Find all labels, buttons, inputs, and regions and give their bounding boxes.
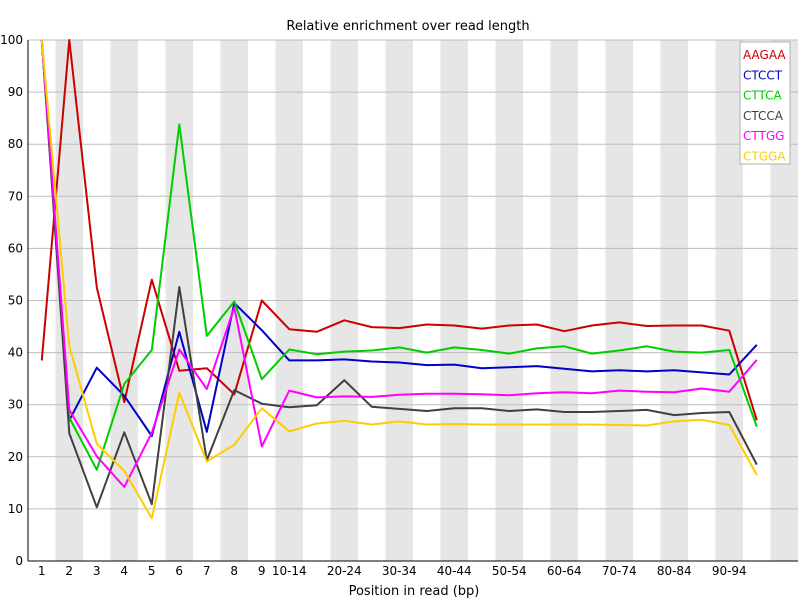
- y-tick-label: 80: [8, 137, 23, 151]
- x-tick-label: 10-14: [272, 564, 307, 578]
- x-tick-labels: 1 2 3 4 5 6 7 8 9 10-14 20-24 30-34 40-44 50-54 60-64 7…: [38, 564, 747, 578]
- y-tick-labels: 0 10 20 30 40 50 60 70 80 90 100: [0, 33, 23, 568]
- x-tick-label: 90-94: [712, 564, 747, 578]
- axes: [27, 40, 798, 562]
- y-tick-label: 100: [0, 33, 23, 47]
- x-tick-label: 8: [230, 564, 238, 578]
- legend-entry-cttgg: CTTGG: [743, 129, 784, 143]
- legend-entry-ctcct: CTCCT: [743, 68, 783, 82]
- y-tick-label: 0: [15, 554, 23, 568]
- y-tick-label: 90: [8, 85, 23, 99]
- legend-entry-ctcca: CTCCA: [743, 109, 784, 123]
- y-tick-label: 10: [8, 502, 23, 516]
- series-line-ctcct: [40, 39, 758, 437]
- y-tick-label: 20: [8, 450, 23, 464]
- x-tick-label: 6: [175, 564, 183, 578]
- x-tick-label: 7: [203, 564, 211, 578]
- series-line-cttca: [40, 39, 758, 471]
- x-tick-label: 1: [38, 564, 46, 578]
- series-line-ctgga: [40, 39, 758, 520]
- x-tick-label: 70-74: [602, 564, 637, 578]
- y-tick-label: 70: [8, 189, 23, 203]
- x-tick-label: 30-34: [382, 564, 417, 578]
- x-tick-label: 9: [258, 564, 266, 578]
- x-tick-label: 60-64: [547, 564, 582, 578]
- chart-title: Relative enrichment over read length: [286, 19, 529, 34]
- x-tick-label: 2: [65, 564, 73, 578]
- series-line-cttgg: [40, 39, 758, 488]
- x-tick-label: 5: [148, 564, 156, 578]
- x-tick-label: 50-54: [492, 564, 527, 578]
- x-tick-label: 4: [120, 564, 128, 578]
- x-tick-label: 3: [93, 564, 101, 578]
- y-tick-label: 30: [8, 398, 23, 412]
- legend: AAGAA CTCCT CTTCA CTCCA CTTGG CTGGA: [739, 41, 791, 165]
- legend-box: [739, 41, 791, 165]
- y-tick-label: 60: [8, 241, 23, 255]
- x-tick-label: 80-84: [657, 564, 692, 578]
- legend-entry-cttca: CTTCA: [743, 89, 783, 103]
- series-line-ctcca: [40, 39, 758, 509]
- y-tick-label: 40: [8, 346, 23, 360]
- x-tick-label: 20-24: [327, 564, 362, 578]
- series-lines: [40, 39, 758, 520]
- x-axis-label: Position in read (bp): [349, 584, 480, 599]
- legend-entry-aagaa: AAGAA: [743, 48, 786, 62]
- legend-entry-ctgga: CTGGA: [743, 150, 786, 164]
- y-tick-label: 50: [8, 294, 23, 308]
- x-tick-label: 40-44: [437, 564, 472, 578]
- series-line-aagaa: [40, 39, 758, 421]
